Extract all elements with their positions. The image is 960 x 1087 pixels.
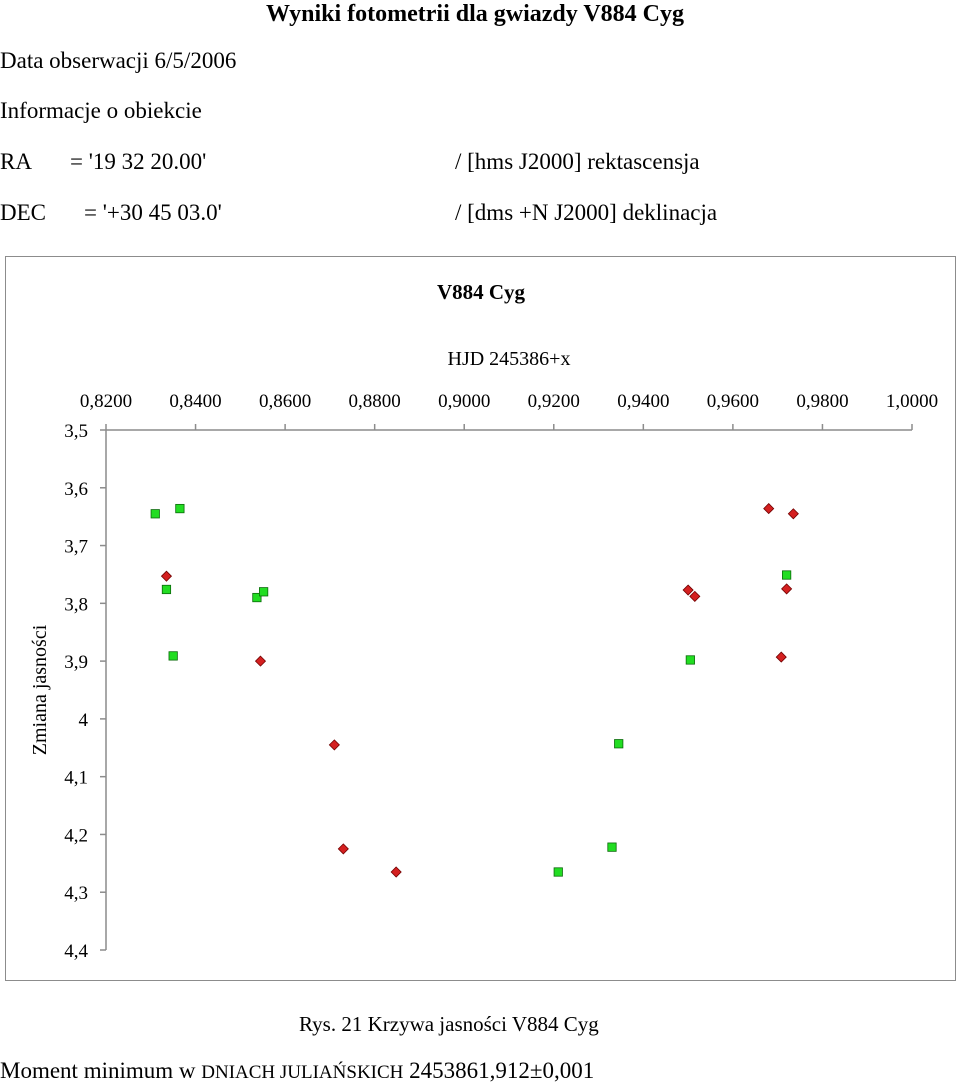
x-axis-label: HJD 245386+x bbox=[448, 348, 571, 370]
diamond-point bbox=[682, 584, 694, 596]
y-tick-label: 3,7 bbox=[64, 537, 88, 558]
minimum-moment: Moment minimum w DNIACH JULIAŃSKICH 2453… bbox=[0, 1058, 594, 1084]
diamond-point bbox=[160, 570, 173, 582]
square-point bbox=[614, 739, 624, 749]
ra-label: RA bbox=[0, 149, 32, 174]
diamond-point bbox=[763, 503, 775, 515]
diamond-point bbox=[689, 590, 701, 602]
square-point bbox=[607, 842, 617, 852]
diamond-point bbox=[787, 508, 799, 520]
minimum-prefix: Moment minimum w bbox=[0, 1058, 202, 1083]
y-tick-label: 4,2 bbox=[64, 825, 88, 846]
square-point bbox=[175, 503, 185, 514]
diamond-point bbox=[390, 866, 402, 878]
y-tick-label: 4 bbox=[79, 710, 89, 731]
y-tick-label: 3,8 bbox=[64, 594, 88, 615]
chart-frame bbox=[5, 256, 956, 981]
dec-comment: / [dms +N J2000] deklinacja bbox=[455, 200, 718, 225]
diamond-point bbox=[781, 583, 793, 595]
x-tick-label: 0,8400 bbox=[169, 391, 221, 412]
x-tick-label: 0,9600 bbox=[707, 391, 759, 412]
y-tick-label: 4,3 bbox=[64, 883, 88, 904]
dec-label: DEC bbox=[0, 200, 46, 225]
square-point bbox=[782, 570, 792, 580]
square-point bbox=[161, 584, 172, 595]
diamond-point bbox=[337, 843, 349, 855]
chart-title: V884 Cyg bbox=[437, 280, 526, 304]
y-tick-label: 4,1 bbox=[64, 768, 88, 789]
x-tick-label: 1,0000 bbox=[886, 391, 938, 412]
square-point bbox=[150, 509, 160, 519]
minimum-smallcaps: DNIACH JULIAŃSKICH bbox=[201, 1062, 404, 1083]
object-info-heading: Informacje o obiekcie bbox=[0, 98, 202, 123]
x-tick-label: 0,8200 bbox=[80, 391, 132, 412]
y-tick-label: 3,9 bbox=[64, 652, 88, 673]
y-tick-label: 4,4 bbox=[64, 941, 88, 962]
y-tick-label: 3,5 bbox=[64, 421, 88, 442]
observation-date: Data obserwacji 6/5/2006 bbox=[0, 48, 237, 73]
diamond-point bbox=[775, 651, 787, 663]
square-point bbox=[168, 651, 178, 661]
diamond-point bbox=[328, 739, 340, 751]
x-tick-label: 0,9800 bbox=[796, 391, 848, 412]
square-point bbox=[252, 592, 262, 603]
page-title: Wyniki fotometrii dla gwiazdy V884 Cyg bbox=[266, 1, 684, 27]
figure-caption: Rys. 21 Krzywa jasności V884 Cyg bbox=[299, 1012, 599, 1036]
x-tick-label: 0,9400 bbox=[617, 391, 669, 412]
ra-comment: / [hms J2000] rektascensja bbox=[455, 149, 700, 174]
dec-value: = '+30 45 03.0' bbox=[84, 200, 222, 225]
square-point bbox=[553, 867, 563, 877]
minimum-value: 2453861,912±0,001 bbox=[403, 1058, 595, 1083]
x-tick-label: 0,9000 bbox=[438, 391, 490, 412]
square-point bbox=[685, 655, 695, 665]
x-tick-label: 0,9200 bbox=[528, 391, 580, 412]
ra-value: = '19 32 20.00' bbox=[70, 149, 207, 174]
y-tick-label: 3,6 bbox=[64, 479, 88, 500]
x-tick-label: 0,8600 bbox=[259, 391, 311, 412]
x-tick-label: 0,8800 bbox=[349, 391, 401, 412]
diamond-point bbox=[254, 655, 267, 667]
square-point bbox=[259, 587, 269, 597]
y-axis-label: Zmiana jasności bbox=[29, 624, 51, 755]
